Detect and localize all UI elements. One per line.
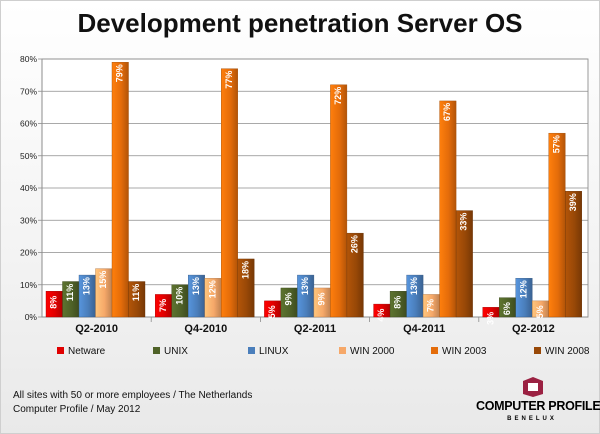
- bar: [220, 68, 238, 318]
- data-label: 11%: [131, 284, 141, 302]
- legend-label: Netware: [68, 346, 106, 357]
- legend-swatch: [339, 347, 346, 354]
- logo-mark-icon: [523, 377, 543, 397]
- data-label: 79%: [115, 64, 125, 82]
- bar: [237, 258, 255, 318]
- data-label: 4%: [376, 309, 386, 322]
- legend-label: WIN 2003: [442, 346, 487, 357]
- data-label: 13%: [82, 277, 92, 295]
- bar: [346, 232, 364, 318]
- footnote-line-1: All sites with 50 or more employees / Th…: [13, 390, 253, 401]
- computer-profile-logo: COMPUTER PROFILE BENELUX: [476, 374, 600, 430]
- data-label: 11%: [65, 284, 75, 302]
- legend-label: WIN 2008: [545, 346, 590, 357]
- data-label: 12%: [207, 280, 217, 298]
- data-label: 13%: [191, 277, 201, 295]
- data-label: 77%: [224, 71, 234, 89]
- data-label: 5%: [267, 305, 277, 318]
- y-tick-label: 70%: [20, 86, 37, 96]
- x-tick-label: Q4-2010: [184, 323, 227, 335]
- y-tick-label: 50%: [20, 151, 37, 161]
- logo-name: COMPUTER PROFILE: [476, 399, 600, 413]
- data-label: 33%: [459, 213, 469, 231]
- y-tick-label: 60%: [20, 119, 37, 129]
- legend-label: WIN 2000: [350, 346, 395, 357]
- data-label: 13%: [300, 277, 310, 295]
- footnote: All sites with 50 or more employees / Th…: [13, 389, 252, 417]
- data-label: 7%: [426, 299, 436, 312]
- y-tick-label: 0%: [25, 312, 38, 322]
- data-label: 10%: [174, 287, 184, 305]
- legend-swatch: [534, 347, 541, 354]
- logo-sub: BENELUX: [507, 416, 557, 422]
- data-label: 57%: [551, 135, 561, 153]
- data-label: 39%: [568, 193, 578, 211]
- bar: [111, 62, 129, 318]
- data-label: 15%: [98, 271, 108, 289]
- data-label: 67%: [442, 103, 452, 121]
- data-label: 8%: [393, 296, 403, 309]
- legend-swatch: [248, 347, 255, 354]
- y-tick-label: 40%: [20, 183, 37, 193]
- data-label: 26%: [350, 235, 360, 253]
- bar: [515, 278, 533, 318]
- data-label: 72%: [333, 87, 343, 105]
- data-label: 8%: [49, 296, 59, 309]
- legend-label: UNIX: [164, 346, 188, 357]
- data-label: 12%: [518, 280, 528, 298]
- data-label: 3%: [485, 312, 495, 325]
- data-label: 5%: [535, 305, 545, 318]
- y-tick-label: 30%: [20, 215, 37, 225]
- x-tick-label: Q2-2010: [75, 323, 118, 335]
- footnote-line-2: Computer Profile / May 2012: [13, 404, 141, 415]
- legend-swatch: [57, 347, 64, 354]
- legend-label: LINUX: [259, 346, 289, 357]
- legend-swatch: [153, 347, 160, 354]
- logo-mark-window: [528, 383, 538, 391]
- bar: [548, 132, 566, 318]
- y-tick-label: 80%: [20, 54, 37, 64]
- data-label: 9%: [317, 292, 327, 305]
- bar: [455, 210, 473, 318]
- data-label: 6%: [502, 302, 512, 315]
- x-tick-label: Q2-2011: [294, 323, 336, 335]
- x-tick-label: Q2-2012: [512, 323, 555, 335]
- y-tick-label: 10%: [20, 280, 37, 290]
- bar: [128, 281, 146, 318]
- y-tick-label: 20%: [20, 248, 37, 258]
- data-label: 7%: [158, 299, 168, 312]
- chart-title: Development penetration Server OS: [77, 8, 523, 38]
- bar: [565, 191, 582, 318]
- x-tick-label: Q4-2011: [403, 323, 445, 335]
- bar: [439, 100, 457, 318]
- data-label: 13%: [409, 277, 419, 295]
- legend-swatch: [431, 347, 438, 354]
- data-label: 9%: [284, 292, 294, 305]
- bar: [330, 84, 348, 318]
- data-label: 18%: [240, 261, 250, 279]
